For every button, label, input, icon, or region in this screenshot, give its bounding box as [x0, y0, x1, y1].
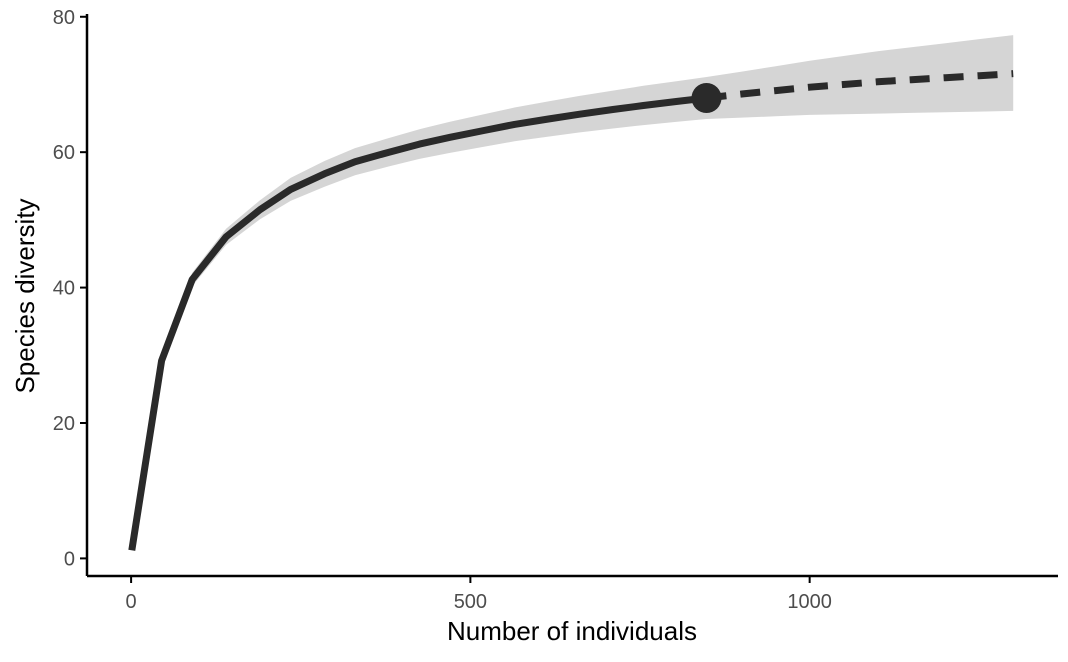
confidence-band-extrapolation	[706, 35, 1014, 119]
y-tick-label: 60	[53, 142, 75, 164]
x-tick-label: 1000	[787, 591, 832, 613]
confidence-band-rarefaction	[131, 77, 707, 551]
ticks-layer: 0 500 1000 0 20 40 60 80	[53, 7, 832, 613]
x-tick-label: 0	[126, 591, 137, 613]
y-tick-label: 20	[53, 413, 75, 435]
y-tick-label: 80	[53, 7, 75, 29]
extrapolation-line	[706, 70, 1014, 102]
y-tick-label: 0	[64, 548, 75, 570]
rarefaction-line	[128, 94, 707, 551]
axes-layer	[85, 14, 1058, 578]
x-tick-label: 500	[454, 591, 487, 613]
observed-point-layer	[691, 83, 722, 113]
x-axis-title: Number of individuals	[447, 616, 697, 646]
observed-point	[691, 83, 722, 113]
curve-layer	[128, 70, 1014, 551]
y-axis-title: Species diversity	[10, 198, 40, 393]
y-tick-label: 40	[53, 278, 75, 300]
